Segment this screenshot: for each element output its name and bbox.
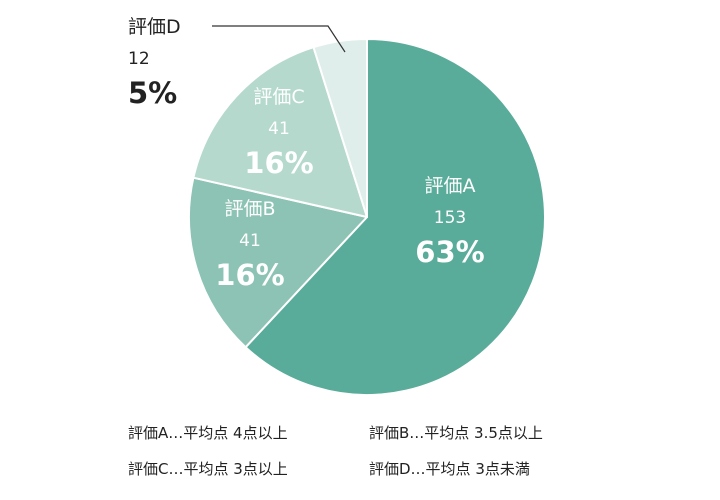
pie-slice-2 <box>188 176 368 349</box>
legend-entry-b: 評価B…平均点 3.5点以上 <box>369 424 543 442</box>
pie-labels: 評価A 153 63% 評価B 41 16% 評価C 41 16% 評価D 12 5% <box>128 16 485 292</box>
slice-label-percent: 16% <box>244 146 313 180</box>
slice-label-name: 評価A <box>425 175 476 197</box>
slice-label-count: 12 <box>128 49 150 69</box>
pie-slice-3 <box>192 46 368 218</box>
legend-row: 評価A…平均点 4点以上 評価B…平均点 3.5点以上 <box>128 422 543 443</box>
slice-label-name: 評価D <box>128 16 181 38</box>
slice-label-percent: 63% <box>415 235 484 269</box>
pie-slice-1 <box>244 38 546 396</box>
slice-label-count: 41 <box>268 119 290 139</box>
slice-label-count: 153 <box>434 208 466 228</box>
slice-label-name: 評価B <box>224 198 275 220</box>
legend-entry-c: 評価C…平均点 3点以上 <box>128 460 288 478</box>
slice-label-name: 評価C <box>253 86 304 108</box>
pie-slice-4 <box>312 38 368 218</box>
legend-entry-a: 評価A…平均点 4点以上 <box>128 424 288 442</box>
pie-slices <box>188 38 546 396</box>
slice-label-percent: 16% <box>215 258 284 292</box>
leader-line <box>212 25 346 53</box>
legend-row: 評価C…平均点 3点以上 評価D…平均点 3点未満 <box>128 458 530 479</box>
slice-label-percent: 5% <box>128 76 177 110</box>
slice-label-count: 41 <box>239 231 261 251</box>
legend-entry-d: 評価D…平均点 3点未満 <box>369 460 530 478</box>
